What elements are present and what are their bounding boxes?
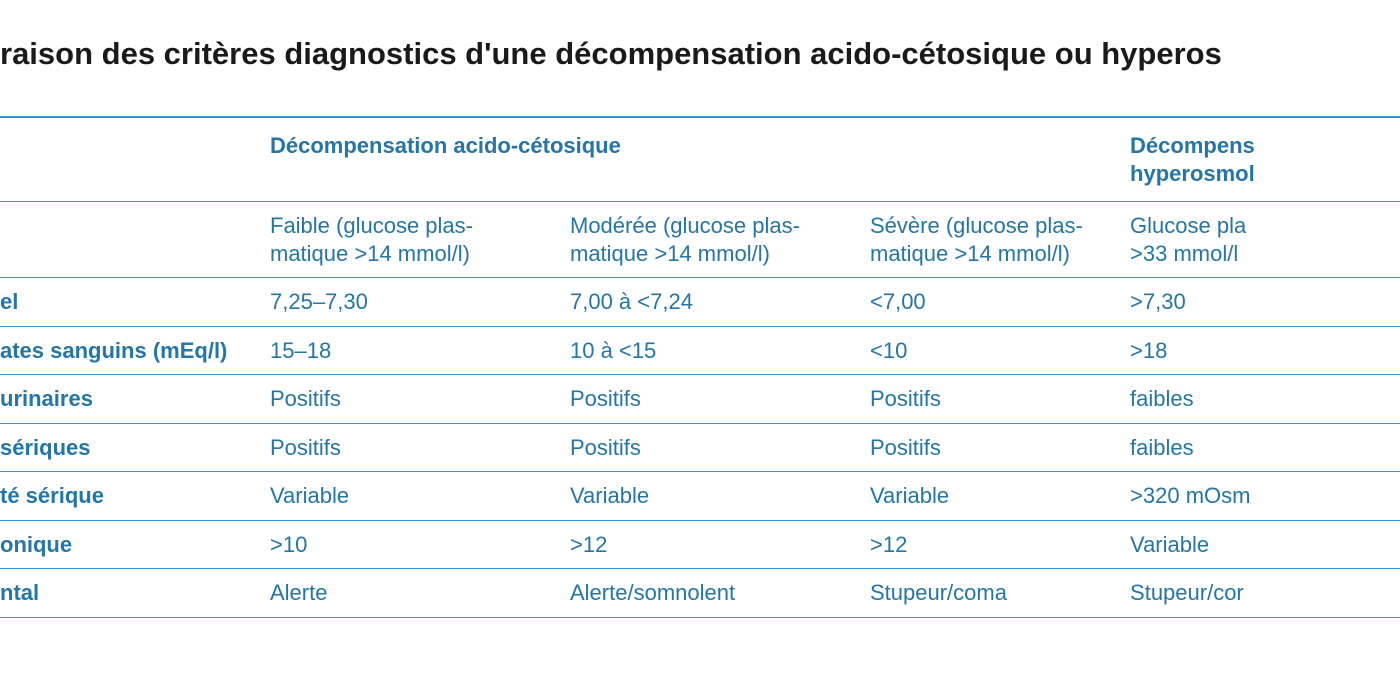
cell-hyper: Variable [1130,520,1400,569]
table-row: ates sanguins (mEq/l)15–1810 à <15<10>18 [0,326,1400,375]
cell-severe: Stupeur/coma [870,569,1130,618]
cell-faible: Variable [270,472,570,521]
cell-faible: 15–18 [270,326,570,375]
row-label: ates sanguins (mEq/l) [0,326,270,375]
cell-moderee: Alerte/somnolent [570,569,870,618]
cell-severe: <7,00 [870,278,1130,327]
cell-moderee: Variable [570,472,870,521]
cell-faible: Positifs [270,423,570,472]
cell-faible: Alerte [270,569,570,618]
cell-hyper: faibles [1130,375,1400,424]
cell-hyper: >320 mOsm [1130,472,1400,521]
cell-severe: >12 [870,520,1130,569]
sub-header-moderee: Modérée (glucose plas-matique >14 mmol/l… [570,202,870,278]
cell-severe: Variable [870,472,1130,521]
cell-severe: Positifs [870,423,1130,472]
sub-header-hyper: Glucose pla>33 mmol/l [1130,202,1400,278]
page-title: raison des critères diagnostics d'une dé… [0,36,1400,72]
sub-header-severe: Sévère (glucose plas-matique >14 mmol/l) [870,202,1130,278]
cell-moderee: >12 [570,520,870,569]
table-row: urinairesPositifsPositifsPositifsfaibles [0,375,1400,424]
cell-faible: Positifs [270,375,570,424]
group-header-acido-cetosique: Décompensation acido-cétosique [270,117,1130,202]
cell-faible: >10 [270,520,570,569]
sub-header-blank [0,202,270,278]
row-label: el [0,278,270,327]
cell-hyper: >7,30 [1130,278,1400,327]
table-row: onique>10>12>12Variable [0,520,1400,569]
cell-hyper: Stupeur/cor [1130,569,1400,618]
cell-moderee: Positifs [570,423,870,472]
table-row: ntalAlerteAlerte/somnolentStupeur/comaSt… [0,569,1400,618]
cell-moderee: 10 à <15 [570,326,870,375]
row-label: urinaires [0,375,270,424]
table-sub-header-row: Faible (glucose plas-matique >14 mmol/l)… [0,202,1400,278]
table-row: sériquesPositifsPositifsPositifsfaibles [0,423,1400,472]
group-header-blank [0,117,270,202]
table-row: té sériqueVariableVariableVariable>320 m… [0,472,1400,521]
table-body: el7,25–7,307,00 à <7,24<7,00>7,30ates sa… [0,278,1400,618]
sub-header-faible: Faible (glucose plas-matique >14 mmol/l) [270,202,570,278]
table-group-header-row: Décompensation acido-cétosique Décompens… [0,117,1400,202]
diagnostic-criteria-table: Décompensation acido-cétosique Décompens… [0,116,1400,618]
row-label: sériques [0,423,270,472]
cell-faible: 7,25–7,30 [270,278,570,327]
cell-moderee: 7,00 à <7,24 [570,278,870,327]
page-container: raison des critères diagnostics d'une dé… [0,0,1400,618]
table-row: el7,25–7,307,00 à <7,24<7,00>7,30 [0,278,1400,327]
group-header-hyperosmolaire: Décompenshyperosmol [1130,117,1400,202]
cell-hyper: >18 [1130,326,1400,375]
cell-moderee: Positifs [570,375,870,424]
row-label: ntal [0,569,270,618]
row-label: té sérique [0,472,270,521]
cell-severe: Positifs [870,375,1130,424]
cell-severe: <10 [870,326,1130,375]
row-label: onique [0,520,270,569]
cell-hyper: faibles [1130,423,1400,472]
